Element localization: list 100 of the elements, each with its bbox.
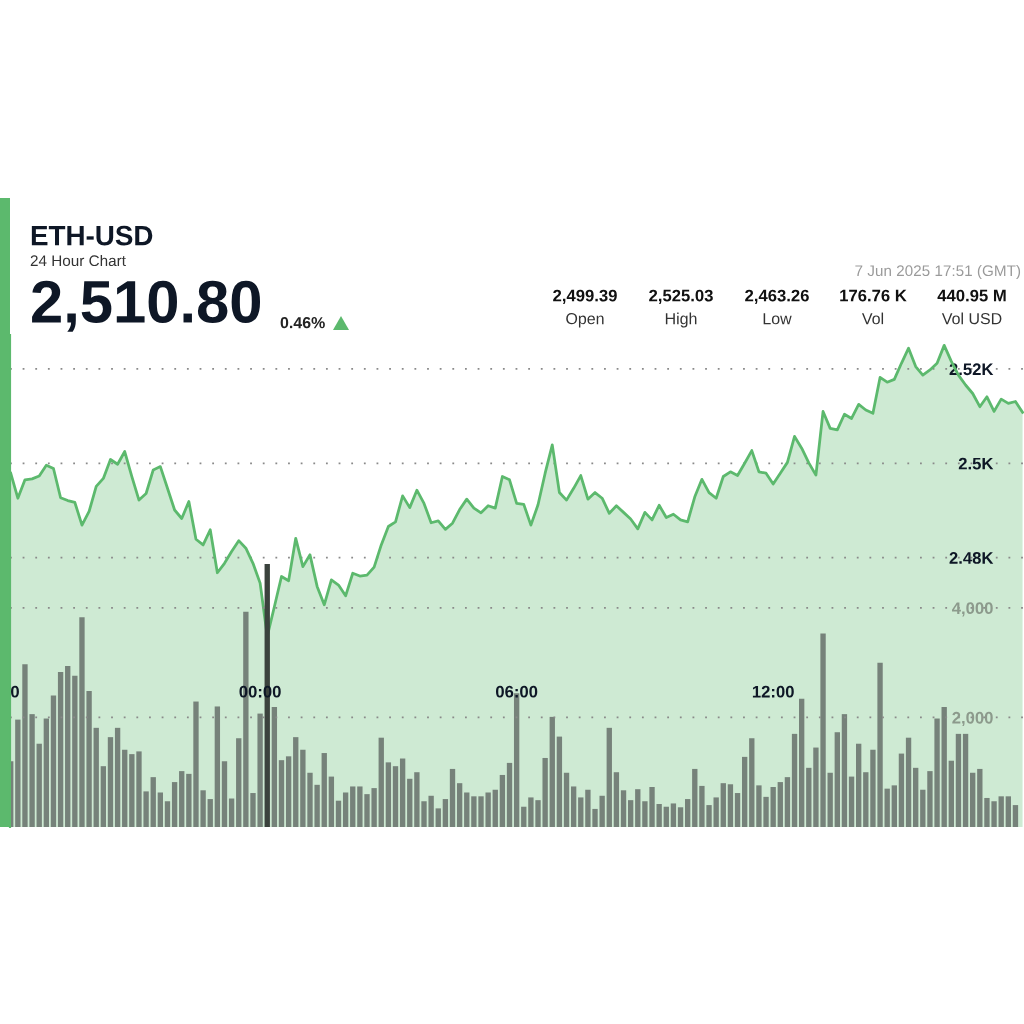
bar [214, 706, 221, 827]
bar [1005, 796, 1011, 827]
bar [36, 743, 42, 827]
bar [114, 727, 121, 827]
bar [399, 758, 406, 827]
chart-subtitle: 24 Hour Chart [30, 254, 126, 267]
bar [506, 762, 513, 827]
text: Low [763, 313, 792, 325]
bar [663, 806, 669, 827]
bar [777, 782, 783, 827]
bar [635, 789, 641, 827]
x-tick-label: 06:00 [495, 685, 538, 698]
bar [43, 718, 50, 827]
bar [464, 792, 470, 827]
bar [884, 788, 890, 827]
bar [791, 733, 798, 827]
bar [442, 799, 449, 827]
text: 440.95 M [937, 289, 1006, 302]
bar [563, 772, 570, 827]
bar [449, 768, 456, 827]
text: 176.76 K [840, 289, 907, 302]
bar [827, 772, 833, 827]
bar [806, 767, 812, 827]
bar [684, 799, 691, 827]
bar [784, 777, 791, 827]
bar [578, 797, 584, 827]
bar [228, 798, 235, 827]
bar [913, 767, 919, 827]
bar [271, 707, 278, 827]
bar [920, 789, 926, 827]
bar [856, 743, 862, 827]
bar [677, 807, 684, 827]
bar [342, 792, 349, 827]
bar [848, 776, 855, 827]
bar [435, 808, 441, 827]
bar [122, 749, 128, 827]
text: 7 Jun 2025 17:51 (GMT) [855, 264, 1021, 280]
bar [570, 786, 577, 827]
bar [556, 736, 563, 827]
text: Vol USD [941, 312, 1002, 325]
bar [499, 774, 506, 827]
bar [977, 768, 983, 827]
bar [734, 793, 741, 827]
bar [692, 768, 698, 827]
bar [841, 714, 848, 827]
y-tick-label: 2.5K [958, 457, 994, 470]
bar [57, 671, 64, 827]
bar [328, 776, 335, 827]
bar [620, 790, 627, 827]
bar [179, 771, 185, 827]
bar [150, 777, 156, 827]
bar [285, 756, 292, 827]
bar [549, 716, 555, 827]
bar [392, 766, 399, 827]
bar [863, 772, 869, 827]
bar [164, 801, 171, 827]
bar [898, 753, 905, 827]
text: 2,525.03 [649, 289, 713, 304]
bar [350, 786, 356, 827]
bar [905, 737, 912, 827]
bar [171, 782, 178, 827]
bar [727, 784, 734, 827]
bar [941, 707, 947, 827]
bar [891, 785, 897, 827]
bar [613, 772, 620, 827]
bar [100, 766, 107, 827]
bar [955, 733, 962, 827]
bar [236, 738, 242, 827]
bar [293, 737, 299, 827]
bar [335, 800, 342, 827]
bar [456, 783, 463, 827]
text: 2,463.26 [745, 289, 809, 304]
bar [207, 799, 213, 827]
x-tick-label: 12:00 [752, 685, 794, 698]
bar [627, 800, 634, 827]
bar [606, 727, 612, 827]
bar [749, 738, 755, 827]
y-tick-label: 2.48K [949, 552, 994, 564]
bar [970, 772, 976, 827]
bar [720, 783, 726, 827]
bar [107, 737, 114, 827]
text: High [665, 312, 697, 328]
bar [321, 753, 327, 827]
text: 2,499.39 [553, 289, 617, 304]
bar [770, 787, 776, 827]
bar [385, 762, 392, 827]
text: Vol [861, 312, 884, 325]
bar [670, 803, 677, 827]
bar [948, 760, 954, 827]
bar [998, 796, 1004, 827]
y2-tick-label: 2,000 [952, 711, 993, 727]
bar [1012, 805, 1019, 827]
bar [278, 760, 285, 827]
bar [799, 698, 805, 827]
bar [50, 695, 57, 827]
bar [521, 806, 527, 827]
bar [834, 732, 840, 827]
y2-tick-label: 4,000 [951, 602, 993, 617]
bar [221, 761, 228, 827]
bar [407, 778, 413, 827]
